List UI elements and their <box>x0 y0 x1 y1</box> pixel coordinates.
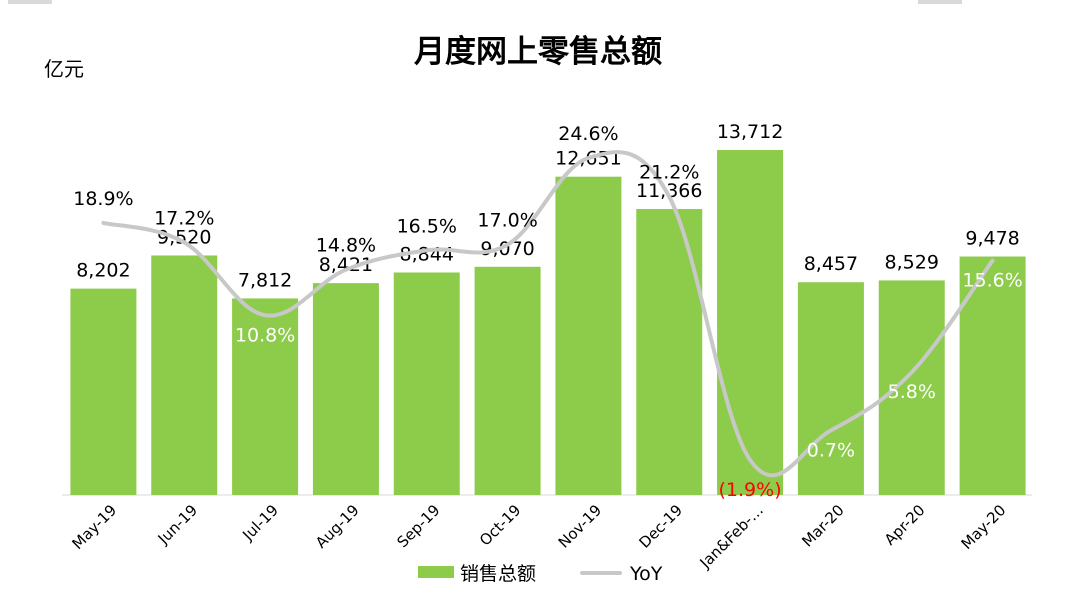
bar <box>797 282 864 495</box>
x-tick-label: Jan&Feb-… <box>696 501 767 572</box>
legend-line-label: YoY <box>629 563 663 585</box>
x-tick-label: Aug-19 <box>312 501 363 552</box>
bar <box>312 283 379 495</box>
bar-series <box>70 150 1026 495</box>
x-tick-label: Jul-19 <box>238 501 282 545</box>
yoy-value-label: 24.6% <box>558 123 618 145</box>
yoy-line <box>101 150 995 478</box>
x-tick-label: Oct-19 <box>476 501 524 549</box>
x-tick-label: May-20 <box>958 501 1010 553</box>
yoy-value-label: 14.8% <box>316 235 376 257</box>
x-tick-label: Nov-19 <box>555 501 605 551</box>
yoy-value-label: 17.2% <box>154 207 214 229</box>
yoy-value-label: 16.5% <box>397 215 457 237</box>
bar <box>232 298 299 495</box>
yoy-value-label: 21.2% <box>639 162 699 184</box>
yoy-labels: 18.9% 17.2% 10.8% 14.8% 16.5% 17.0% 24.6% 21.2%… <box>73 123 1023 501</box>
bar <box>878 280 945 495</box>
bar-value-label: 9,520 <box>157 226 211 248</box>
corner-mark-left <box>8 0 52 4</box>
bar-value-label: 11,366 <box>636 180 702 202</box>
bar <box>636 209 703 495</box>
bar-value-label: 9,070 <box>480 238 534 260</box>
yoy-line-series <box>101 150 995 478</box>
corner-mark-right <box>918 0 962 4</box>
y-axis-unit: 亿元 <box>44 57 84 81</box>
yoy-value-label: (1.9%) <box>719 479 782 501</box>
bar <box>717 150 784 495</box>
chart-title: 月度网上零售总额 <box>414 34 662 70</box>
yoy-value-label: 15.6% <box>962 270 1022 292</box>
x-tick-label: Dec-19 <box>635 501 686 552</box>
yoy-value-label: 10.8% <box>235 324 295 346</box>
x-tick-label: Mar-20 <box>798 501 847 550</box>
yoy-value-label: 0.7% <box>807 439 855 461</box>
bar <box>151 255 218 495</box>
bar <box>70 288 137 495</box>
bar <box>555 176 622 495</box>
bar-value-label: 9,478 <box>965 228 1019 250</box>
legend-bar-swatch <box>418 566 454 578</box>
x-axis-tick-labels: May-19 Jun-19 Jul-19 Aug-19 Sep-19 Oct-19 Nov-… <box>68 501 1009 572</box>
bar <box>474 266 541 495</box>
bar-value-label: 8,457 <box>804 253 858 275</box>
bar-value-label: 8,202 <box>76 260 130 282</box>
bar-value-label: 13,712 <box>717 121 783 143</box>
yoy-value-label: 5.8% <box>888 381 936 403</box>
x-tick-label: Apr-20 <box>881 501 929 549</box>
legend-bar-label: 销售总额 <box>460 563 536 585</box>
bar <box>393 272 460 495</box>
x-tick-label: Jun-19 <box>154 501 201 548</box>
x-tick-label: May-19 <box>68 501 120 553</box>
yoy-value-label: 18.9% <box>73 188 133 210</box>
legend: 销售总额 YoY <box>418 563 663 585</box>
bar-value-label: 8,421 <box>319 254 373 276</box>
bar-value-label: 8,529 <box>885 251 939 273</box>
yoy-value-label: 17.0% <box>477 210 537 232</box>
x-tick-label: Sep-19 <box>394 501 444 551</box>
bar-value-label: 7,812 <box>238 269 292 291</box>
